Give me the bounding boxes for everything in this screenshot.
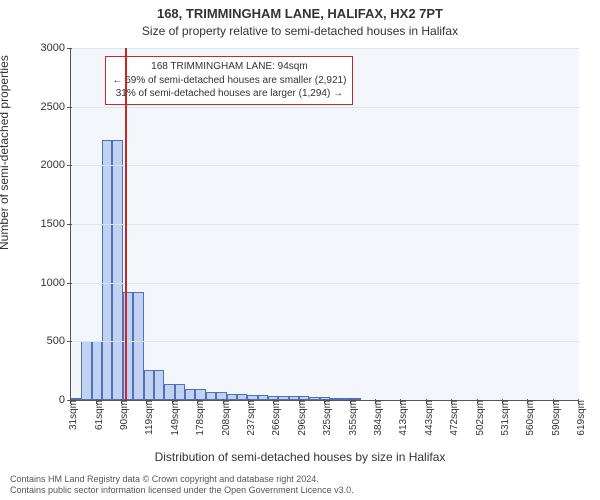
histogram-bar	[154, 370, 164, 401]
histogram-bar	[206, 392, 216, 400]
histogram-bar	[123, 292, 133, 400]
histogram-bar	[133, 292, 143, 400]
gridline	[71, 341, 579, 342]
histogram-bar	[112, 140, 122, 400]
annotation-box: 168 TRIMMINGHAM LANE: 94sqm ← 69% of sem…	[105, 56, 353, 105]
x-tick-label: 31sqm	[68, 400, 79, 430]
x-tick-label: 472sqm	[449, 400, 460, 436]
gridline	[71, 165, 579, 166]
y-tick-label: 500	[47, 335, 71, 347]
chart-subtitle: Size of property relative to semi-detach…	[0, 24, 600, 38]
x-tick-label: 443sqm	[424, 400, 435, 436]
footer-line2: Contains public sector information licen…	[10, 485, 590, 496]
x-ticks-layer: 31sqm 61sqm 90sqm 119sqm 149sqm 178sqm 208sqm 2…	[70, 400, 578, 450]
histogram-bar	[92, 341, 102, 400]
x-tick-label: 296sqm	[297, 400, 308, 436]
plot-area: 168 TRIMMINGHAM LANE: 94sqm ← 69% of sem…	[70, 48, 579, 401]
histogram-bar	[216, 392, 226, 400]
x-tick-label: 178sqm	[195, 400, 206, 436]
x-tick-label: 266sqm	[271, 400, 282, 436]
x-tick-label: 61sqm	[94, 400, 105, 430]
chart-title: 168, TRIMMINGHAM LANE, HALIFAX, HX2 7PT	[0, 6, 600, 21]
gridline	[71, 48, 579, 49]
x-tick-label: 384sqm	[373, 400, 384, 436]
histogram-bar	[164, 384, 174, 400]
x-tick-label: 355sqm	[348, 400, 359, 436]
gridline	[71, 224, 579, 225]
x-tick-label: 560sqm	[525, 400, 536, 436]
y-axis-label: Number of semi-detached properties	[0, 55, 11, 250]
x-tick-label: 619sqm	[576, 400, 587, 436]
y-tick-label: 3000	[41, 42, 71, 54]
property-marker-line	[125, 48, 127, 400]
x-tick-label: 149sqm	[170, 400, 181, 436]
x-tick-label: 413sqm	[398, 400, 409, 436]
annotation-line3: 31% of semi-detached houses are larger (…	[112, 87, 346, 101]
y-tick-label: 1500	[41, 218, 71, 230]
histogram-bar	[185, 389, 195, 400]
x-tick-label: 208sqm	[221, 400, 232, 436]
x-tick-label: 590sqm	[551, 400, 562, 436]
gridline	[71, 107, 579, 108]
footer-text: Contains HM Land Registry data © Crown c…	[10, 474, 590, 497]
x-axis-label: Distribution of semi-detached houses by …	[0, 450, 600, 464]
annotation-line1: 168 TRIMMINGHAM LANE: 94sqm	[112, 60, 346, 74]
y-tick-label: 2000	[41, 159, 71, 171]
footer-line1: Contains HM Land Registry data © Crown c…	[10, 474, 590, 485]
histogram-bar	[102, 140, 112, 400]
x-tick-label: 325sqm	[322, 400, 333, 436]
y-tick-label: 1000	[41, 277, 71, 289]
histogram-bar	[175, 384, 185, 400]
gridline	[71, 283, 579, 284]
x-tick-label: 90sqm	[119, 400, 130, 430]
x-tick-label: 531sqm	[500, 400, 511, 436]
y-tick-label: 2500	[41, 101, 71, 113]
histogram-bar	[81, 341, 91, 400]
x-tick-label: 502sqm	[475, 400, 486, 436]
x-tick-label: 119sqm	[144, 400, 155, 435]
annotation-line2: ← 69% of semi-detached houses are smalle…	[112, 74, 346, 88]
histogram-bar	[144, 370, 154, 401]
chart-container: 168, TRIMMINGHAM LANE, HALIFAX, HX2 7PT …	[0, 0, 600, 500]
x-tick-label: 237sqm	[246, 400, 257, 436]
